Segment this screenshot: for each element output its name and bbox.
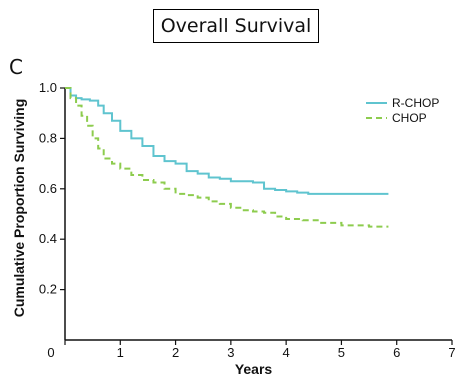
y-tick-label: 0.4: [39, 231, 57, 246]
legend-label: R-CHOP: [392, 96, 439, 110]
x-tick-label: 6: [393, 345, 400, 360]
y-tick-label: 0.2: [39, 282, 57, 297]
y-ticks: 0.2 0.4 0.6 0.8 1.0: [39, 80, 65, 297]
x-tick-label: 0: [47, 345, 54, 360]
series-line-r-chop: [65, 87, 389, 195]
x-tick-label: 5: [338, 345, 345, 360]
series-line-chop: [65, 87, 389, 228]
x-tick-label: 3: [227, 345, 234, 360]
x-tick-label: 7: [448, 345, 455, 360]
y-axis-title: Cumulative Proportion Surviving: [11, 99, 27, 318]
y-tick-label: 0.6: [39, 181, 57, 196]
x-tick-label: 4: [283, 345, 290, 360]
chart-title: Overall Survival: [153, 9, 319, 43]
y-tick-label: 0.8: [39, 130, 57, 145]
x-ticks: 0 1 2 3 4 5 6 7: [47, 340, 456, 360]
panel-label: C: [9, 55, 23, 79]
x-tick-label: 1: [117, 345, 124, 360]
legend-label: CHOP: [392, 111, 427, 125]
x-tick-label: 2: [172, 345, 179, 360]
y-tick-label: 1.0: [39, 80, 57, 95]
axes: [64, 88, 452, 341]
x-axis-title: Years: [235, 361, 273, 377]
series-lines: [65, 87, 389, 228]
